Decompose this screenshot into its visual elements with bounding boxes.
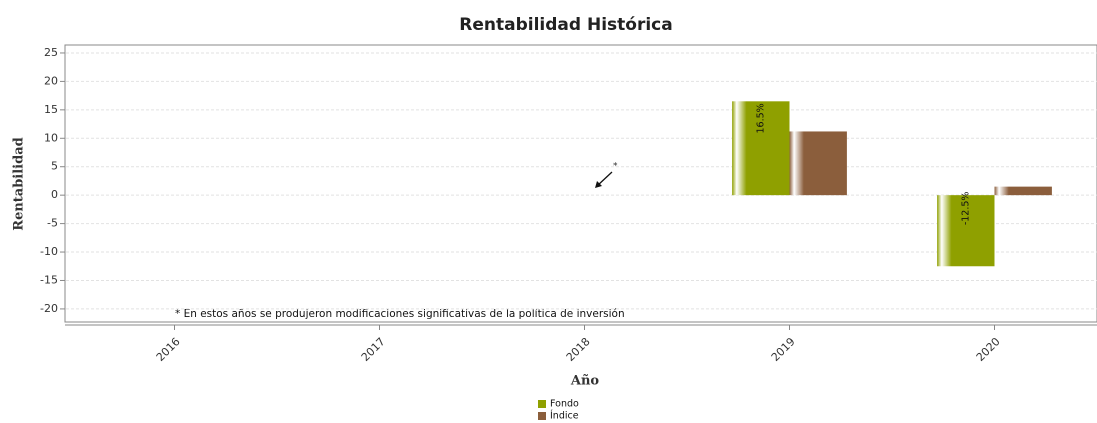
x-tick-label: 2017: [359, 335, 388, 364]
value-label: 16.5%: [755, 103, 766, 133]
x-tick-label: 2020: [974, 335, 1003, 364]
y-tick-label: 20: [44, 74, 58, 87]
legend-swatch: [538, 400, 546, 408]
bar: [994, 186, 1052, 196]
y-tick-label: -20: [40, 302, 58, 315]
y-tick-label: -15: [40, 273, 58, 286]
legend-swatch: [538, 412, 546, 420]
plot-frame: [64, 44, 1097, 323]
y-tick-label: 15: [44, 103, 58, 116]
annotation: *: [613, 162, 618, 172]
y-tick-label: -5: [47, 217, 58, 230]
x-tick-label: 2016: [154, 335, 183, 364]
y-tick-label: 0: [51, 188, 58, 201]
annotation-arrowhead: [595, 181, 602, 188]
legend-label: Fondo: [550, 399, 579, 410]
y-tick-label: 10: [44, 131, 58, 144]
value-label: -12.5%: [960, 192, 971, 226]
y-tick-label: 25: [44, 46, 58, 59]
bar: [789, 131, 847, 196]
legend-label: Índice: [550, 410, 579, 422]
note: * En estos años se produjeron modificaci…: [175, 308, 625, 320]
y-tick-label: 5: [51, 160, 58, 173]
x-tick-label: 2018: [564, 335, 593, 364]
chart-title: Rentabilidad Histórica: [459, 15, 672, 35]
y-tick-label: -10: [40, 245, 58, 258]
x-axis-title: Año: [570, 374, 600, 389]
x-tick-label: 2019: [769, 335, 798, 364]
y-axis-title: Rentabilidad: [12, 137, 27, 230]
bar: [937, 195, 995, 267]
bar: [732, 101, 790, 196]
